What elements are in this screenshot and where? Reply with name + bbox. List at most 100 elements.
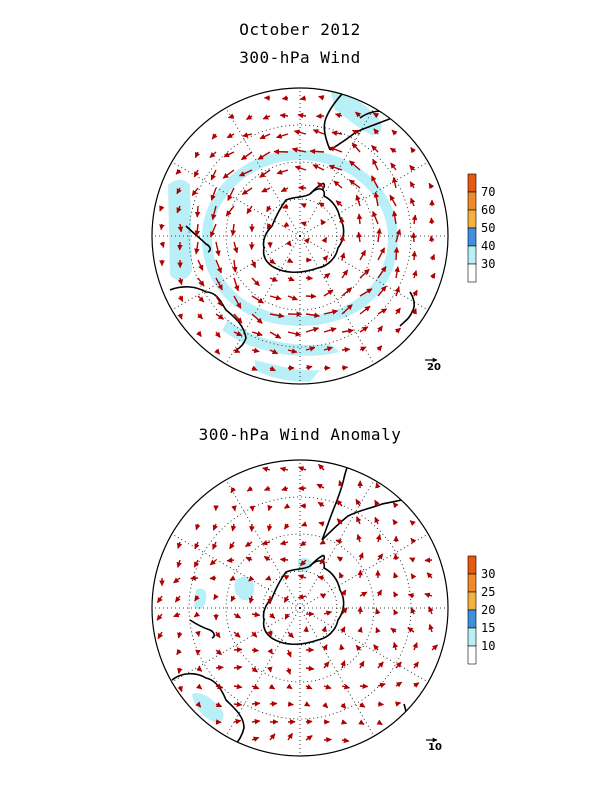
wind-vector-arrow xyxy=(177,295,184,302)
wind-vector-arrow xyxy=(233,330,243,337)
wind-vector-arrow xyxy=(233,612,241,619)
wind-vector-arrow xyxy=(375,608,381,615)
wind-vector-arrow xyxy=(312,164,325,171)
wind-vector-arrow xyxy=(410,232,417,243)
wind-vector-arrow xyxy=(394,266,400,279)
wind-vector-arrow xyxy=(246,205,253,214)
wind-vector-arrow xyxy=(356,231,363,243)
wind-vector-arrow xyxy=(309,148,325,155)
wind-vector-arrow xyxy=(372,210,379,225)
wind-vector-arrow xyxy=(357,569,363,579)
longitude-line xyxy=(299,607,375,737)
wind-vector-arrow xyxy=(341,304,353,315)
wind-vector-arrow xyxy=(351,129,361,136)
wind-vector-arrow xyxy=(390,162,397,171)
wind-vector-arrow xyxy=(215,277,223,291)
wind-vector-arrow xyxy=(233,646,243,653)
wind-vector-arrow xyxy=(212,523,218,531)
wind-vector-arrow xyxy=(215,683,224,690)
wind-vector-arrow xyxy=(305,275,314,281)
wind-vector-arrow xyxy=(389,194,397,207)
colorbar-tick-label: 10 xyxy=(481,639,495,653)
wind-vector-arrow xyxy=(339,252,346,261)
wind-vector-arrow xyxy=(412,289,418,297)
wind-vector-arrow xyxy=(340,719,348,725)
wind-vector-arrow xyxy=(305,326,320,333)
wind-vector-arrow xyxy=(159,223,165,231)
wind-vector-arrow xyxy=(281,95,289,101)
wind-vector-arrow xyxy=(356,533,362,543)
wind-vector-arrow xyxy=(266,205,272,213)
wind-vector-arrow xyxy=(215,259,222,274)
wind-vector-arrow xyxy=(287,295,298,301)
wind-vector-arrow xyxy=(336,556,344,562)
wind-vector-arrow xyxy=(328,146,343,153)
jet-shading-region xyxy=(255,360,320,382)
map-boundary xyxy=(151,87,449,385)
wind-vector-arrow xyxy=(249,505,255,512)
latitude-circle xyxy=(225,533,375,683)
wind-vector-arrow xyxy=(246,114,253,120)
wind-vector-arrow xyxy=(359,702,366,708)
wind-vector-arrow xyxy=(376,719,383,726)
wind-vector-arrow xyxy=(323,737,332,743)
wind-vector-arrow xyxy=(195,523,201,531)
wind-vector-arrow xyxy=(173,577,181,584)
wind-vector-arrow xyxy=(177,667,183,674)
map-boundary xyxy=(151,459,449,757)
wind-vector-arrow xyxy=(320,593,327,599)
wind-vector-arrow xyxy=(426,572,433,579)
wind-vector-arrow xyxy=(195,701,202,708)
wind-vector-arrow xyxy=(248,575,255,582)
colorbar-tick-label: 70 xyxy=(481,185,495,199)
wind-vector-arrow xyxy=(193,611,201,618)
wind-vector-arrow xyxy=(215,701,223,708)
colorbar-swatch xyxy=(467,227,477,247)
wind-vector-arrow xyxy=(340,660,346,669)
wind-vector-arrow xyxy=(374,499,380,507)
wind-vector-arrow xyxy=(373,128,380,135)
wind-vector-arrow xyxy=(269,365,276,372)
wind-vector-arrow xyxy=(209,151,217,159)
wind-vector-arrow xyxy=(375,482,381,489)
wind-vector-arrow xyxy=(351,142,361,153)
longitude-line xyxy=(299,607,429,683)
wind-vector-arrow xyxy=(176,187,182,195)
wind-vector-arrow xyxy=(297,593,307,600)
wind-vector-arrow xyxy=(317,575,325,581)
wind-vector-arrow xyxy=(305,719,313,725)
latitude-circle xyxy=(225,161,375,311)
wind-anomaly-vectors xyxy=(156,463,438,744)
wind-vector-arrow xyxy=(300,203,307,209)
wind-vector-arrow xyxy=(286,683,293,690)
wind-vector-arrow xyxy=(245,556,253,563)
wind-vector-arrow xyxy=(321,625,327,633)
colorbar-tick-label: 30 xyxy=(481,567,495,581)
wind-vector-arrow xyxy=(411,214,418,225)
wind-vector-arrow xyxy=(317,501,325,508)
wind-vector-arrow xyxy=(377,247,386,261)
wind-vector-arrow xyxy=(197,295,205,303)
wind-vector-arrow xyxy=(245,541,253,548)
wind-vector-arrow xyxy=(431,644,438,651)
wind-vector-arrow xyxy=(177,685,183,693)
wind-vector-arrow xyxy=(241,151,253,161)
colorbar-swatch xyxy=(467,645,477,665)
wind-vector-arrow xyxy=(246,485,254,492)
wind-vector-arrow xyxy=(196,683,203,690)
wind-vector-arrow xyxy=(279,112,289,119)
wind-vector-arrow xyxy=(391,176,398,189)
wind-vector-arrow xyxy=(359,288,373,297)
wind-vector-arrow xyxy=(238,169,253,177)
wind-vector-arrow xyxy=(331,130,343,136)
wind-vector-arrow xyxy=(424,592,433,598)
wind-vector-arrow xyxy=(194,151,201,159)
wind-vector-arrow xyxy=(215,313,224,320)
wind-vector-arrow xyxy=(428,606,434,615)
wind-vector-arrow xyxy=(328,164,343,171)
wind-vector-arrow xyxy=(395,228,402,243)
wind-vector-arrow xyxy=(276,169,289,175)
wind-vector-arrow xyxy=(389,147,397,154)
wind-vector-arrow xyxy=(376,345,383,352)
